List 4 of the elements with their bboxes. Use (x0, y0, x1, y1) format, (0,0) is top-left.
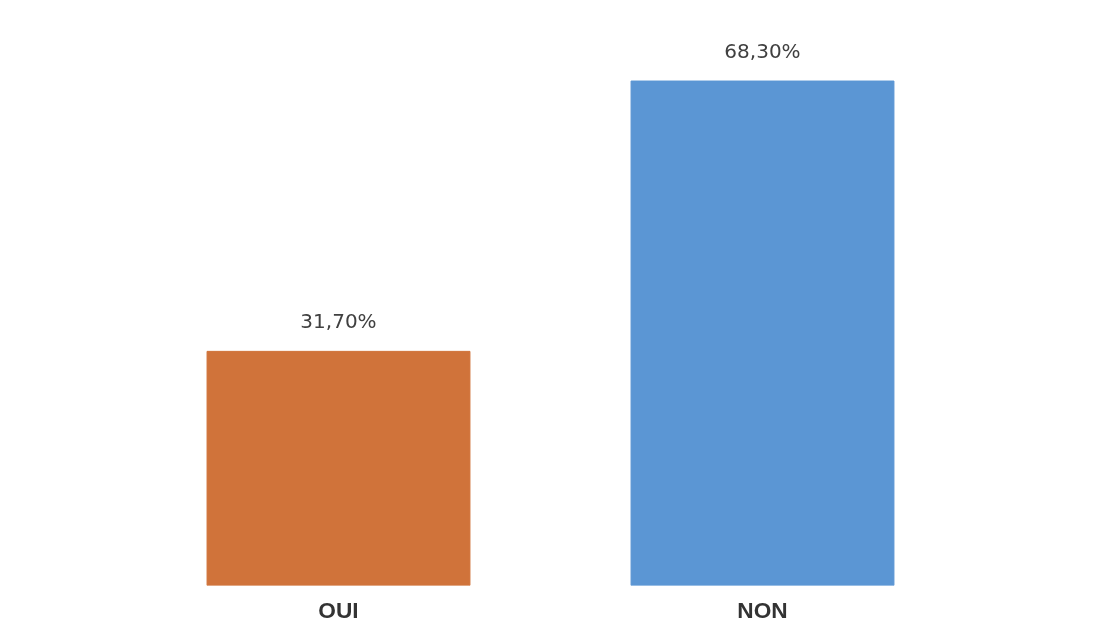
x-tick-label: NON (737, 596, 788, 623)
x-tick-label: OUI (318, 596, 359, 623)
data-label: 31,70% (300, 309, 377, 334)
data-label: 68,30% (724, 39, 801, 64)
